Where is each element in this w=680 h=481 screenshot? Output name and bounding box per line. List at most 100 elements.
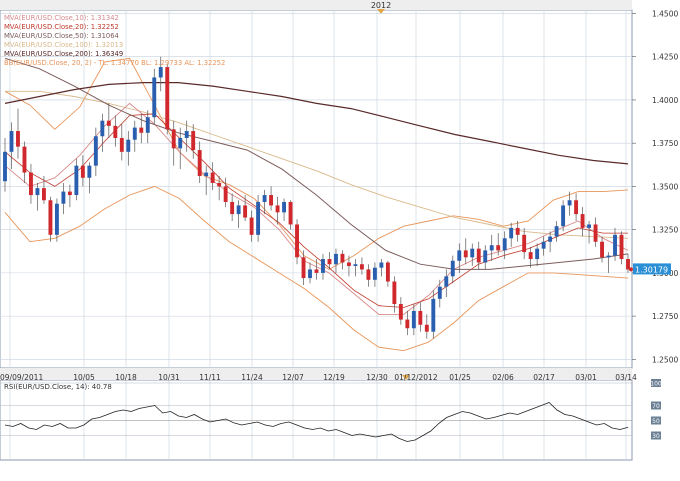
candle-body <box>522 234 527 253</box>
price-tick-label: 1.4250 <box>652 53 678 62</box>
candle-body <box>113 125 118 138</box>
rsi-grid <box>0 382 632 436</box>
candle-body <box>126 139 131 152</box>
time-tick-label: 01/12/2012 <box>394 373 437 382</box>
candles <box>3 56 633 339</box>
candle-body <box>411 310 416 329</box>
rsi-line <box>4 402 629 442</box>
top-axis-year-label: 2012 <box>371 1 391 10</box>
candle-body <box>340 253 345 263</box>
candle-body <box>217 182 222 187</box>
time-tick-label: 11/24 <box>241 373 263 382</box>
candle-body <box>444 276 449 287</box>
candle-body <box>372 267 377 280</box>
legend-entry: MVA(EUR/USD.Close,20): 1.32252 <box>4 23 119 31</box>
candle-body <box>152 77 157 118</box>
candle-body <box>385 262 390 282</box>
candle-body <box>600 241 604 258</box>
candle-body <box>184 131 189 138</box>
candle-body <box>327 259 332 265</box>
candle-body <box>243 205 248 218</box>
candle-body <box>158 67 163 78</box>
price-tick-label: 1.2750 <box>652 312 678 321</box>
candle-body <box>16 131 20 147</box>
candle-body <box>379 262 384 268</box>
rsi-tick-label: 100 <box>650 381 662 388</box>
candle-body <box>366 269 371 280</box>
candle-body <box>106 120 111 126</box>
candle-body <box>334 253 338 265</box>
candle-body <box>165 67 170 130</box>
candle-body <box>450 260 455 277</box>
rsi-tick-label: 50 <box>652 418 660 425</box>
candle-body <box>359 264 364 270</box>
candle-body <box>191 131 196 151</box>
candle-body <box>100 120 105 137</box>
bollinger-lower-line <box>4 185 629 352</box>
legend: MVA(EUR/USD.Close,10): 1.31342MVA(EUR/US… <box>4 14 225 67</box>
candle-body <box>314 269 319 273</box>
candle-body <box>619 234 624 260</box>
legend-entry: MVA(EUR/USD.Close,50): 1.31064 <box>4 32 119 40</box>
time-tick-label: 11/11 <box>199 373 221 382</box>
candle-body <box>262 195 267 202</box>
candle-body <box>437 286 442 299</box>
price-tick-label: 1.3250 <box>652 226 678 235</box>
time-tick-label: 10/31 <box>158 373 180 382</box>
candle-body <box>535 248 540 260</box>
candle-body <box>139 127 144 133</box>
price-axis-labels: 1.4500 1.4250 1.4000 1.3750 1.3500 1.3250 1.30… <box>632 9 678 364</box>
legend-entry: MVA(EUR/USD.Close,100): 1.32013 <box>4 41 123 49</box>
candle-body <box>9 131 14 152</box>
candle-body <box>308 269 312 279</box>
candle-body <box>489 245 494 251</box>
candle-body <box>470 248 475 258</box>
year-marker-icon <box>377 9 385 14</box>
time-tick-label: 03/01 <box>575 373 597 382</box>
candle-body <box>515 227 520 235</box>
price-panel-bg <box>0 9 633 369</box>
time-tick-label: 03/14 <box>615 373 637 382</box>
legend-entry: MVA(EUR/USD.Close,10): 1.31342 <box>4 14 119 22</box>
price-tick-label: 1.2500 <box>652 355 678 364</box>
last-price-dot <box>629 267 633 272</box>
price-tick-label: 1.3750 <box>652 139 678 148</box>
candle-body <box>282 201 286 213</box>
candle-body <box>87 165 92 178</box>
time-tick-label: 12/07 <box>282 373 304 382</box>
candle-body <box>457 250 462 261</box>
rsi-panel-bg <box>0 379 633 461</box>
time-tick-label: 02/06 <box>492 373 514 382</box>
candle-body <box>48 200 53 235</box>
rsi-tick-badge <box>651 379 661 387</box>
candle-body <box>483 250 488 263</box>
candle-body <box>496 245 501 251</box>
candle-body <box>580 214 585 228</box>
last-price-value: 1.30179 <box>635 265 668 274</box>
time-tick-label: 09/09/2011 <box>0 373 43 382</box>
candle-body <box>541 241 546 249</box>
price-grid <box>0 13 632 360</box>
candle-body <box>321 259 325 273</box>
price-tick-label: 1.4500 <box>652 9 678 18</box>
candle-body <box>210 172 215 183</box>
candle-body <box>22 146 27 173</box>
candle-body <box>256 201 261 235</box>
candle-body <box>61 191 66 204</box>
candle-body <box>502 238 507 251</box>
legend-entry: BB(EUR/USD.Close, 20, 2) - TL: 1.34770 B… <box>4 59 225 67</box>
candle-body <box>554 226 559 237</box>
candle-body <box>476 248 481 263</box>
legend-entry: MVA(EUR/USD.Close,200): 1.36349 <box>4 50 123 58</box>
mva200-line <box>4 81 629 165</box>
candle-body <box>574 200 579 215</box>
candle-body <box>626 259 630 270</box>
time-tick-label: 10/18 <box>115 373 137 382</box>
candle-body <box>119 137 124 152</box>
candle-body <box>67 191 72 196</box>
candle-body <box>171 129 176 149</box>
candle-body <box>41 188 46 201</box>
rsi-axis-labels: 100 70 50 30 <box>650 379 662 440</box>
candle-body <box>3 151 7 182</box>
rsi-tick-badge <box>651 401 661 410</box>
